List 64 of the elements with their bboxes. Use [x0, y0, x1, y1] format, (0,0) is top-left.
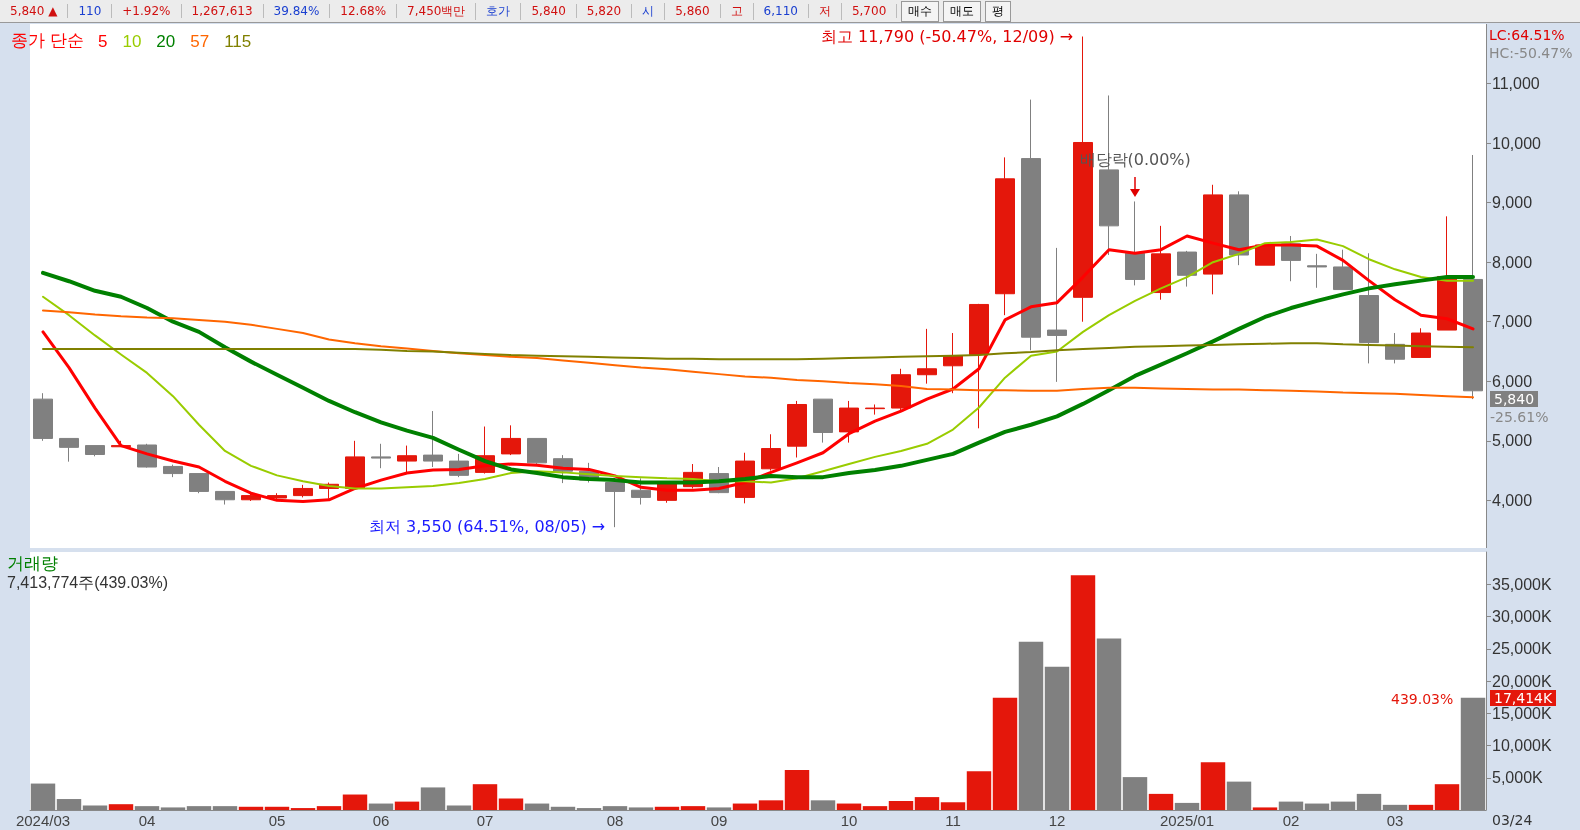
y-tick-label: 35,000K — [1492, 575, 1552, 593]
x-tick-label: 11 — [945, 812, 961, 829]
y-tick-label: 4,000 — [1492, 491, 1533, 509]
text: 5,860 — [665, 4, 721, 18]
y-tick-label: 30,000K — [1492, 608, 1552, 625]
y-tick-label: 5,000K — [1492, 769, 1544, 787]
text: 6,110 — [753, 4, 809, 18]
text: 17,414K — [1490, 689, 1557, 706]
x-tick-label: 08 — [606, 812, 624, 829]
y-tick-label: 10,000K — [1492, 737, 1552, 754]
text: 호가 — [476, 2, 522, 20]
text: 115 — [224, 32, 252, 51]
text: 평 — [985, 0, 1012, 22]
y-tick-label: 11,000 — [1492, 75, 1540, 93]
text: 57 — [190, 32, 210, 51]
annotation: 439.03% — [1391, 689, 1454, 708]
text: LC:64.51% — [1489, 26, 1565, 44]
y-tick-label: 25,000K — [1492, 640, 1552, 658]
text: 시 — [632, 2, 666, 20]
annotation: 최고 11,790 (-50.47%, 12/09) → — [821, 26, 1074, 46]
y-tick-label: 10,000 — [1492, 134, 1542, 152]
x-tick-label: 2025/01 — [1159, 812, 1215, 829]
text: 20 — [156, 32, 176, 51]
x-tick-label: 07 — [476, 812, 494, 829]
text: 저 — [808, 2, 842, 20]
text: +1.92% — [112, 4, 182, 18]
x-tick-label: 03 — [1386, 812, 1404, 829]
annotation: 최저 3,550 (64.51%, 08/05) → — [369, 517, 606, 537]
text: 매수 — [901, 0, 940, 22]
text: 5 — [98, 32, 108, 51]
text: HC:-50.47% — [1489, 44, 1573, 62]
y-tick-label: 15,000K — [1492, 704, 1552, 722]
text: 39.84% — [263, 4, 331, 18]
text: -25.61% — [1490, 407, 1549, 426]
y-tick-label: 6,000 — [1492, 372, 1533, 390]
x-tick-label: 02 — [1282, 812, 1300, 829]
y-tick-label: 7,000 — [1492, 313, 1533, 331]
y-tick-label: 5,000 — [1492, 432, 1533, 450]
x-tick-label: 04 — [138, 812, 156, 829]
text: 12.68% — [330, 4, 398, 18]
y-tick-label: 9,000 — [1492, 194, 1533, 212]
text: 03/24 — [1492, 811, 1533, 829]
x-tick-label: 2024/03 — [15, 812, 71, 829]
x-tick-label: 09 — [710, 812, 728, 829]
x-tick-label: 05 — [268, 812, 286, 829]
text: 5,700 — [841, 4, 898, 18]
chart-title: 거래량 — [7, 554, 58, 573]
text: 7,450백만 — [397, 2, 477, 20]
y-tick-label: 8,000 — [1492, 253, 1533, 271]
text: 110 — [68, 4, 113, 18]
x-tick-label: 12 — [1048, 812, 1066, 829]
x-tick-label: 10 — [840, 812, 858, 829]
text: 매도 — [943, 0, 982, 22]
text: 고 — [720, 2, 754, 20]
text: 7,413,774주(439.03%) — [7, 573, 168, 591]
text: 5,840 — [1490, 390, 1539, 407]
y-tick-label: 20,000K — [1492, 672, 1552, 690]
text: 10 — [122, 32, 142, 51]
text: 5,840 ▲ — [0, 4, 69, 18]
legend-title: 종가 단순 — [11, 31, 84, 50]
x-tick-label: 06 — [372, 812, 390, 829]
text: 1,267,613 — [181, 4, 264, 18]
text: 5,820 — [576, 4, 633, 18]
text: 5,840 — [521, 4, 577, 18]
